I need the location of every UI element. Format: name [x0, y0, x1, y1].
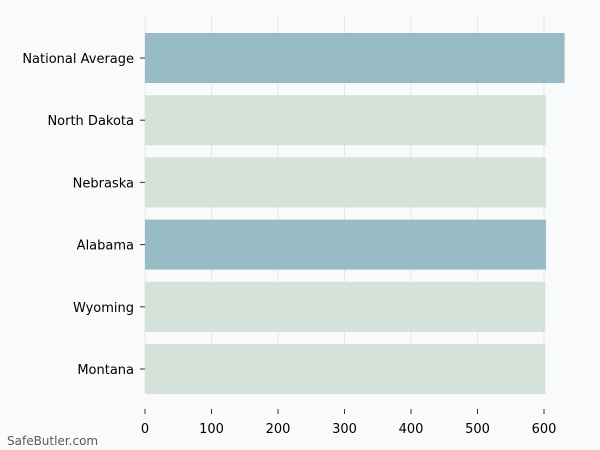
- bars: [145, 33, 565, 394]
- watermark-text: SafeButler.com: [7, 434, 99, 448]
- bar-national-average: [145, 33, 565, 83]
- bar-nebraska: [145, 157, 546, 208]
- x-tick-label-200: 200: [266, 422, 291, 437]
- y-tick-label-nebraska: Nebraska: [73, 176, 134, 191]
- y-tick-label-montana: Montana: [77, 363, 134, 378]
- y-tick-label-national-average: National Average: [22, 52, 134, 67]
- bar-alabama: [145, 219, 546, 270]
- bar-montana: [145, 344, 546, 394]
- bar-north-dakota: [145, 95, 546, 146]
- bar-wyoming: [145, 281, 546, 332]
- y-tick-label-alabama: Alabama: [77, 239, 134, 254]
- y-tick-label-wyoming: Wyoming: [73, 301, 134, 316]
- axes: 0 100 200 300 400 500 600 National Average North…: [22, 52, 556, 437]
- x-tick-label-300: 300: [332, 422, 357, 437]
- x-tick-label-400: 400: [399, 422, 424, 437]
- x-tick-label-600: 600: [532, 422, 557, 437]
- x-tick-label-0: 0: [141, 422, 149, 437]
- x-tick-label-500: 500: [465, 422, 490, 437]
- y-tick-label-north-dakota: North Dakota: [47, 114, 134, 129]
- x-tick-label-100: 100: [199, 422, 224, 437]
